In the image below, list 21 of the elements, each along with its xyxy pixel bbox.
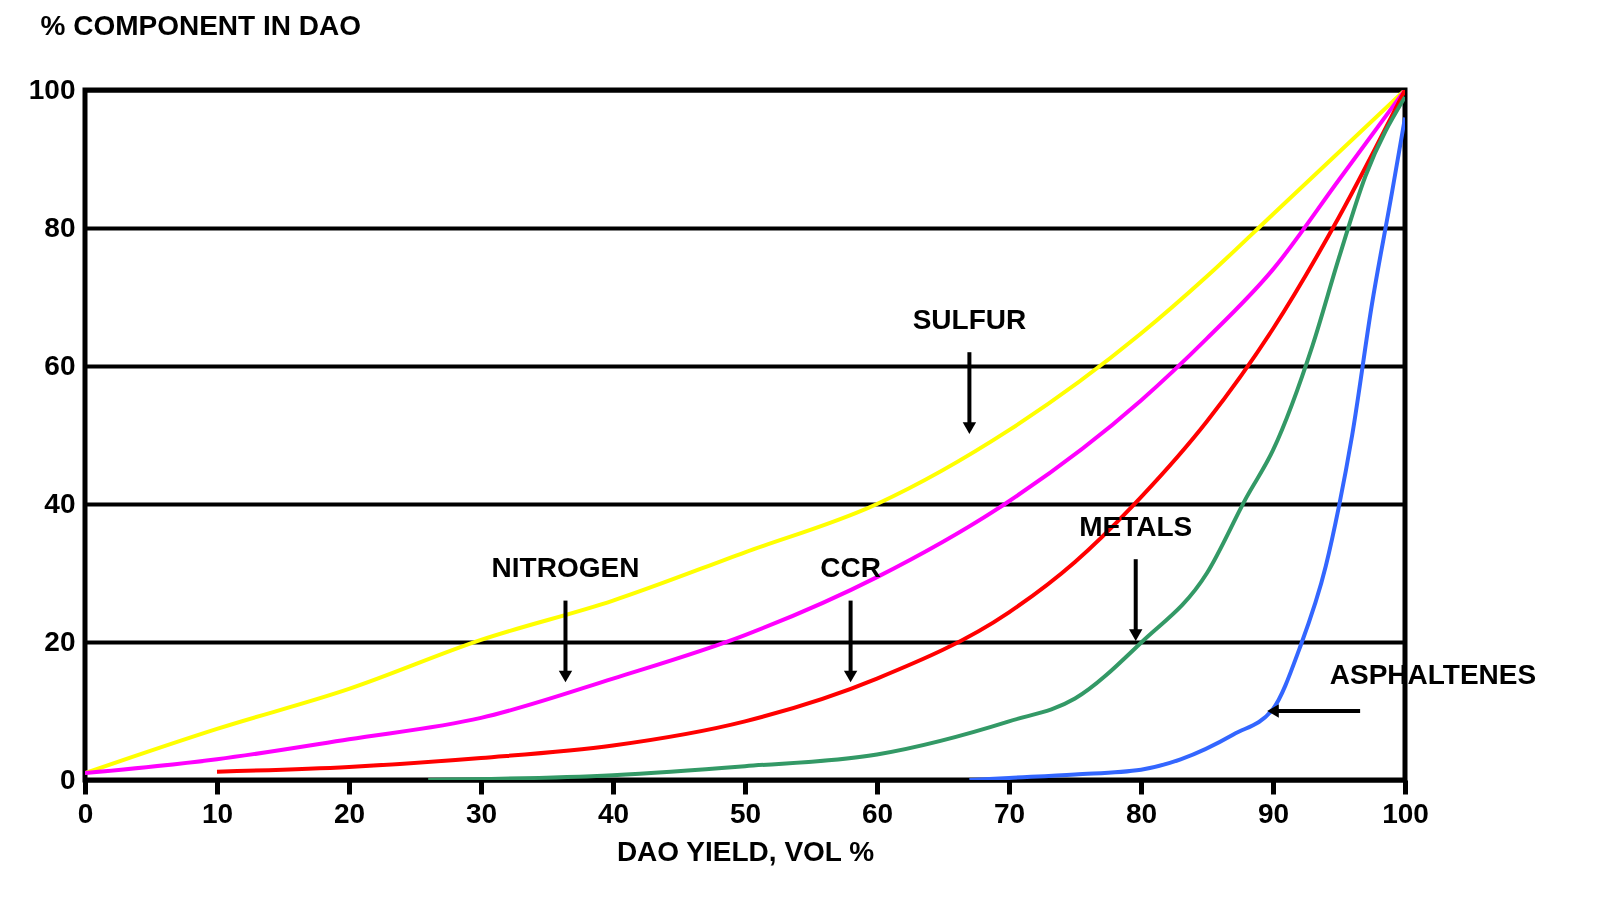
x-tick-label: 50 (729, 797, 762, 829)
x-tick-label: 100 (1382, 797, 1429, 829)
x-tick-label: 60 (861, 797, 894, 829)
x-tick-label: 90 (1257, 797, 1290, 829)
annotation: SULFUR (912, 303, 1027, 335)
y-tick-label: 40 (44, 487, 76, 519)
annotation: CCR (820, 552, 881, 584)
y-tick-label: 0 (59, 763, 76, 795)
x-tick-label: 40 (597, 797, 630, 829)
x-tick-label: 80 (1125, 797, 1158, 829)
x-tick-label: 70 (993, 797, 1026, 829)
y-tick-label: 80 (44, 211, 76, 243)
y-tick-label: 100 (28, 73, 76, 105)
x-tick-label: 20 (333, 797, 366, 829)
y-axis-title: % COMPONENT IN DAO (40, 9, 361, 41)
x-tick-label: 30 (465, 797, 498, 829)
x-tick-label: 10 (201, 797, 234, 829)
x-axis-title: DAO YIELD, VOL % (616, 835, 875, 867)
y-tick-label: 60 (44, 349, 76, 381)
annotation: NITROGEN (491, 552, 640, 584)
y-tick-label: 20 (44, 625, 76, 657)
